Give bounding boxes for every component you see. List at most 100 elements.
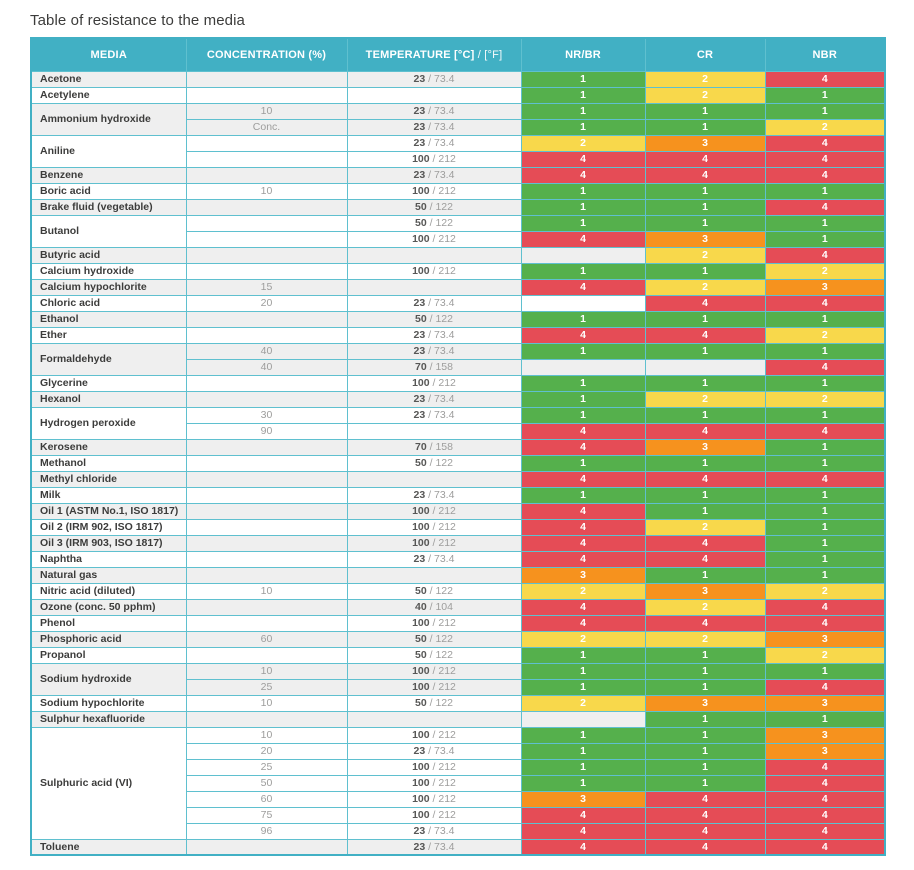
rating-cell-nrbr: 4 bbox=[520, 502, 646, 520]
temperature-celsius: 70 bbox=[415, 361, 427, 373]
rating-cell-cr: 2 bbox=[644, 598, 766, 616]
concentration-cell: 60 bbox=[185, 790, 348, 808]
rating-cell-nrbr: 2 bbox=[520, 134, 646, 152]
column-header-cr: CR bbox=[644, 37, 766, 72]
media-cell: Ether bbox=[30, 326, 187, 344]
rating-cell-cr: 1 bbox=[644, 486, 766, 504]
rating-cell-nbr: 2 bbox=[764, 262, 886, 280]
temperature-celsius: 100 bbox=[412, 185, 430, 197]
table-row: Formaldehyde 40 23 / 73.4 1 1 1 bbox=[30, 342, 886, 376]
rating-cell-nrbr: 4 bbox=[520, 278, 646, 296]
rating-cell-cr: 3 bbox=[644, 230, 766, 248]
temperature-fahrenheit: / 212 bbox=[429, 761, 456, 773]
table-row: Ethanol 50 / 122 1 1 1 bbox=[30, 310, 886, 328]
temperature-fahrenheit: / 212 bbox=[429, 521, 456, 533]
temperature-celsius: 50 bbox=[415, 585, 427, 597]
rating-cell-cr: 4 bbox=[644, 326, 766, 344]
temperature-cell: 50 / 122 bbox=[346, 310, 522, 328]
media-cell: Ammonium hydroxide bbox=[30, 102, 187, 136]
rating-cell-cr: 1 bbox=[644, 262, 766, 280]
temperature-celsius: 50 bbox=[415, 201, 427, 213]
temperature-fahrenheit: / 73.4 bbox=[425, 105, 455, 117]
media-cell: Phenol bbox=[30, 614, 187, 632]
concentration-cell: 15 bbox=[185, 278, 348, 296]
temperature-celsius: 23 bbox=[413, 825, 426, 837]
table-row: Ether 23 / 73.4 4 4 2 bbox=[30, 326, 886, 344]
table-row: Aniline 23 / 73.4 2 3 4 bbox=[30, 134, 886, 168]
media-cell: Aniline bbox=[30, 134, 187, 168]
temperature-cell: 100 / 212 bbox=[346, 678, 522, 696]
media-cell: Milk bbox=[30, 486, 187, 504]
table-row: Chloric acid 20 23 / 73.4 4 4 bbox=[30, 294, 886, 312]
concentration-cell bbox=[185, 838, 348, 856]
rating-cell-nrbr: 4 bbox=[520, 422, 646, 440]
temperature-celsius: 100 bbox=[412, 777, 430, 789]
temperature-celsius: 23 bbox=[413, 393, 426, 405]
temperature-fahrenheit: / 73.4 bbox=[425, 409, 455, 421]
table-row: 100 / 212 4 3 1 bbox=[31, 230, 886, 248]
rating-cell-cr: 2 bbox=[644, 518, 766, 536]
temperature-fahrenheit: / 212 bbox=[429, 729, 456, 741]
temperature-fahrenheit: / 73.4 bbox=[425, 745, 455, 757]
rating-cell-nrbr: 4 bbox=[520, 806, 646, 824]
temperature-fahrenheit: / 212 bbox=[429, 377, 456, 389]
rating-cell-nrbr: 1 bbox=[520, 262, 646, 280]
media-cell: Sulphur hexafluoride bbox=[30, 710, 187, 728]
temperature-cell: 50 / 122 bbox=[346, 198, 522, 216]
temperature-celsius: 100 bbox=[412, 681, 430, 693]
temperature-celsius: 100 bbox=[412, 809, 430, 821]
concentration-cell bbox=[185, 166, 348, 184]
table-body: Acetone 23 / 73.4 1 2 4 Acetylene 1 2 1 Ammonium … bbox=[30, 70, 886, 856]
media-cell: Acetylene bbox=[30, 86, 187, 104]
temperature-fahrenheit: / 122 bbox=[426, 217, 453, 229]
temperature-fahrenheit: / 73.4 bbox=[425, 73, 455, 85]
temperature-cell: 100 / 212 bbox=[346, 262, 522, 280]
rating-cell-cr: 1 bbox=[644, 406, 766, 424]
temperature-fahrenheit: / 122 bbox=[426, 633, 453, 645]
rating-cell-nrbr: 4 bbox=[520, 822, 646, 840]
temperature-celsius: 70 bbox=[415, 441, 427, 453]
table-row: Phosphoric acid 60 50 / 122 2 2 3 bbox=[30, 630, 886, 648]
media-cell: Acetone bbox=[30, 70, 187, 88]
temperature-cell: 50 / 122 bbox=[346, 630, 522, 648]
temperature-cell: 100 / 212 bbox=[346, 774, 522, 792]
temperature-cell: 70 / 158 bbox=[346, 438, 522, 456]
concentration-cell bbox=[185, 486, 348, 504]
temperature-fahrenheit: / 73.4 bbox=[425, 121, 455, 133]
temperature-fahrenheit: / 73.4 bbox=[425, 553, 455, 565]
concentration-cell bbox=[185, 646, 348, 664]
rating-cell-cr: 4 bbox=[644, 422, 766, 440]
rating-cell-nrbr: 1 bbox=[520, 374, 646, 392]
rating-cell-cr: 2 bbox=[644, 70, 766, 88]
rating-cell-cr: 1 bbox=[644, 102, 766, 120]
temperature-cell: 100 / 212 bbox=[346, 662, 522, 680]
concentration-cell bbox=[185, 710, 348, 728]
rating-cell-nbr: 1 bbox=[764, 102, 886, 120]
temperature-cell: 100 / 212 bbox=[346, 614, 522, 632]
rating-cell-nbr: 1 bbox=[764, 710, 886, 728]
media-cell: Benzene bbox=[30, 166, 187, 184]
rating-cell-nrbr: 2 bbox=[520, 694, 646, 712]
temperature-celsius: 100 bbox=[412, 505, 430, 517]
temperature-celsius: 100 bbox=[412, 521, 430, 533]
page-title: Table of resistance to the media bbox=[30, 12, 245, 29]
rating-cell-cr: 1 bbox=[644, 214, 766, 232]
rating-cell-cr: 2 bbox=[644, 390, 766, 408]
rating-cell-nbr: 2 bbox=[764, 326, 886, 344]
concentration-cell bbox=[185, 550, 348, 568]
temperature-celsius: 23 bbox=[413, 840, 426, 853]
concentration-cell bbox=[185, 374, 348, 392]
temperature-fahrenheit: / 122 bbox=[426, 201, 453, 213]
temperature-cell: 23 / 73.4 bbox=[346, 118, 522, 136]
temperature-fahrenheit: / 212 bbox=[429, 505, 456, 517]
concentration-cell bbox=[185, 566, 348, 584]
table-row: Toluene 23 / 73.4 4 4 4 bbox=[30, 838, 886, 856]
media-cell: Kerosene bbox=[30, 438, 187, 456]
temperature-fahrenheit: / 73.4 bbox=[425, 393, 455, 405]
concentration-cell bbox=[185, 390, 348, 408]
temperature-cell: 100 / 212 bbox=[346, 726, 522, 744]
rating-cell-cr: 1 bbox=[644, 710, 766, 728]
media-cell: Sodium hydroxide bbox=[30, 662, 187, 696]
rating-cell-cr: 1 bbox=[644, 758, 766, 776]
temperature-cell: 23 / 73.4 bbox=[346, 550, 522, 568]
